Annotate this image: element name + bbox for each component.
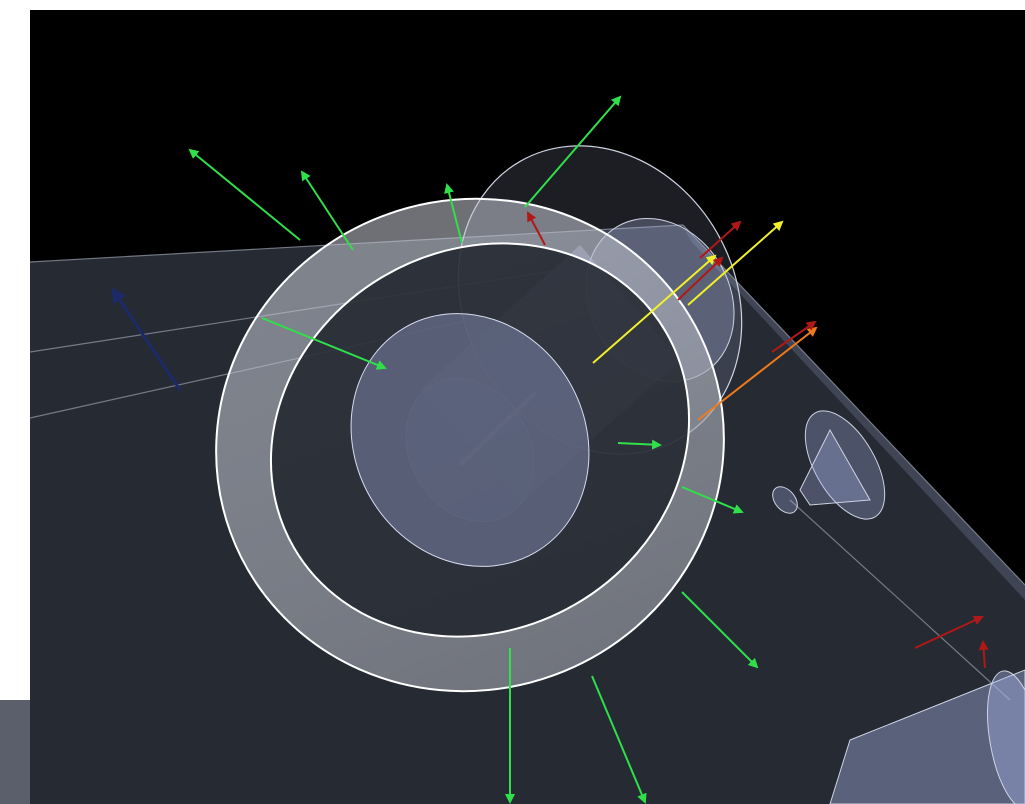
red-arrows <box>527 211 989 669</box>
orange-arrows <box>697 326 818 421</box>
funnel <box>772 410 886 520</box>
blue-arrow <box>111 287 182 391</box>
lower-tube <box>829 669 1025 804</box>
normal-arrows <box>188 95 759 804</box>
yellow-arrows <box>592 220 784 364</box>
plate-edge <box>683 225 1025 600</box>
side-strip <box>0 700 30 804</box>
ring <box>215 197 725 693</box>
